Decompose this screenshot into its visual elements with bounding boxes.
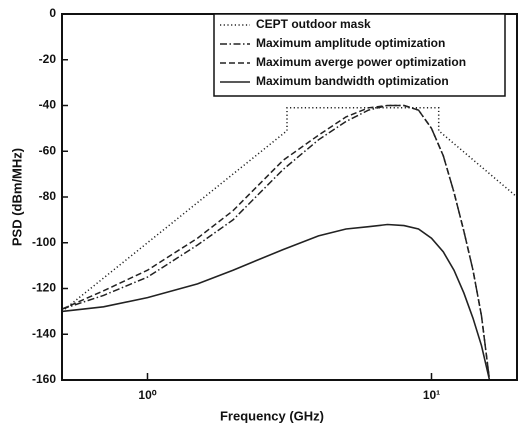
x-axis-label: Frequency (GHz): [220, 408, 324, 423]
y-axis-label: PSD (dBm/MHz): [9, 148, 24, 246]
x-tick-label: 10⁰: [138, 388, 156, 402]
legend-label: Maximum averge power optimization: [256, 55, 466, 69]
series-line: [61, 223, 491, 381]
series-line: [61, 104, 491, 381]
y-tick-label: -100: [32, 235, 56, 249]
series-line: [61, 104, 491, 381]
y-tick-label: -20: [39, 52, 57, 66]
y-tick-label: -160: [32, 372, 56, 386]
legend-box: [213, 13, 506, 97]
legend-label: Maximum bandwidth optimization: [256, 74, 449, 88]
legend-label: Maximum amplitude optimization: [256, 36, 445, 50]
legend-label: CEPT outdoor mask: [256, 17, 371, 31]
y-tick-label: -120: [32, 281, 56, 295]
series-line: [61, 107, 518, 312]
y-tick-label: -60: [39, 143, 57, 157]
y-tick-label: -80: [39, 189, 57, 203]
y-tick-label: -140: [32, 326, 56, 340]
y-tick-label: -40: [39, 98, 57, 112]
x-tick-label: 10¹: [423, 388, 440, 402]
y-tick-label: 0: [49, 6, 56, 20]
